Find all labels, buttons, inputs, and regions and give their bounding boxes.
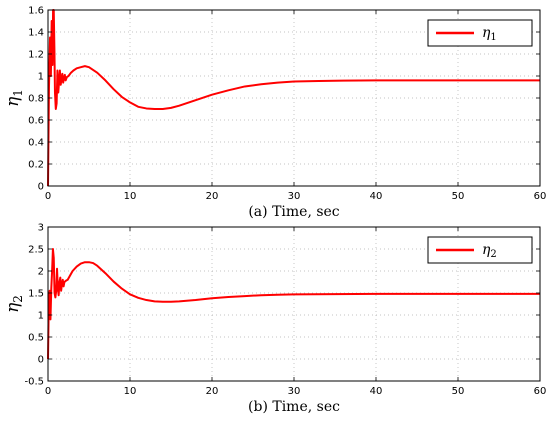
legend-a: η1 [427,19,533,47]
legend-symbol-eta1: η [482,25,491,41]
y-tick-label: 1 [38,311,44,322]
x-tick-label: 10 [124,386,137,397]
ticks-a: 0 10 20 30 40 50 60 0 0.2 0.4 0.6 0.8 1 1.2 1.4 1.6 [28,6,546,203]
x-tick-label: 40 [370,386,383,397]
chart-panel-b: 0 10 20 30 40 50 60-0.500.511.522.53 (b) Time,… [3,223,546,416]
y-tick-label: 2.5 [28,245,44,256]
legend-symbol-eta2: η [482,242,491,258]
y-axis-label-a: η1 [3,89,25,107]
legend-label-a: η1 [482,25,497,43]
y-axis-label-sub-a: 1 [11,89,25,97]
x-tick-label: 50 [452,191,465,202]
y-tick-label: 1.4 [28,28,44,39]
y-tick-label: 0 [38,355,44,366]
y-tick-label: 0.6 [28,116,44,127]
y-tick-label: 0.5 [28,333,44,344]
legend-label-b: η2 [482,242,497,260]
series-line-eta2 [47,248,540,360]
y-tick-label: 1 [38,72,44,83]
y-axis-label-b: η2 [3,295,25,313]
x-tick-label: 60 [534,191,547,202]
x-tick-label: 30 [288,386,301,397]
y-tick-label: 0.2 [28,160,44,171]
x-axis-label-a: (a) Time, sec [248,204,339,220]
x-tick-label: 50 [452,386,465,397]
x-tick-label: 0 [45,386,51,397]
y-tick-label: 3 [38,223,44,234]
x-tick-label: 40 [370,191,383,202]
x-tick-label: 20 [206,386,219,397]
x-tick-label: 10 [124,191,137,202]
ticks-b: 0 10 20 30 40 50 60-0.500.511.522.53 [24,223,546,398]
x-axis-label-b: (b) Time, sec [248,399,340,415]
x-tick-label: 30 [288,191,301,202]
y-tick-label: 1.5 [28,289,44,300]
x-tick-label: 0 [45,191,51,202]
gridlines-a [48,10,540,186]
y-axis-label-symbol-b: η [3,302,23,313]
x-tick-label: 60 [534,386,547,397]
y-tick-label: 1.6 [28,6,44,17]
y-tick-label: -0.5 [24,377,44,388]
series-line-eta1 [47,9,540,187]
gridlines-b [48,227,540,381]
y-tick-label: 1.2 [28,50,44,61]
y-axis-label-symbol-a: η [3,96,23,107]
legend-b: η2 [427,236,533,264]
y-tick-label: 2 [38,267,44,278]
y-tick-label: 0 [38,182,44,193]
legend-sub-eta1: 1 [490,32,496,43]
y-tick-label: 0.8 [28,94,44,105]
y-tick-label: 0.4 [28,138,44,149]
legend-sub-eta2: 2 [490,249,496,260]
x-tick-label: 20 [206,191,219,202]
y-axis-label-sub-b: 2 [11,295,25,303]
